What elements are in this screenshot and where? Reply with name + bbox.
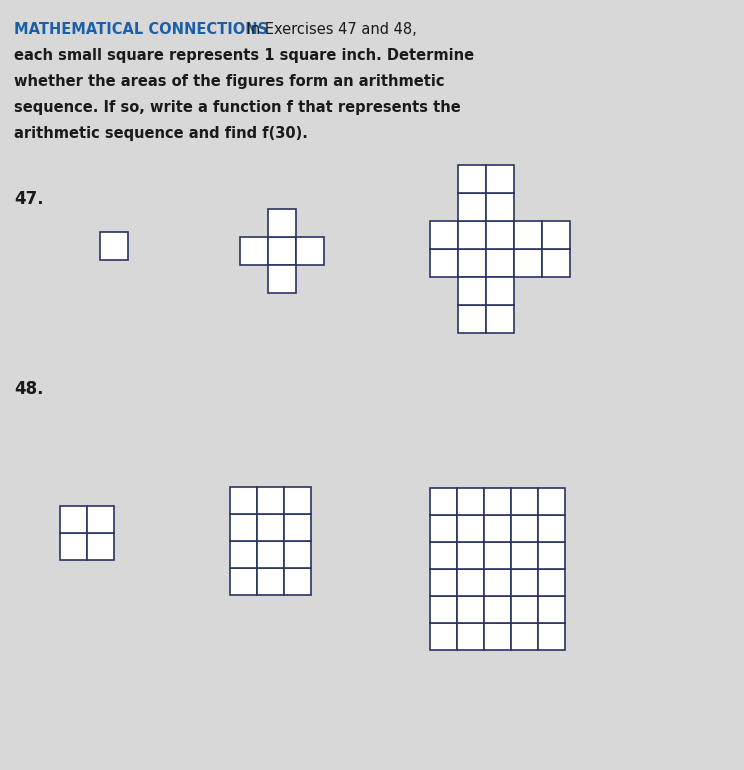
- Bar: [284, 541, 311, 568]
- Bar: [100, 232, 128, 260]
- Bar: [542, 221, 570, 249]
- Bar: [296, 237, 324, 265]
- Bar: [486, 165, 514, 193]
- Bar: [430, 221, 458, 249]
- Bar: [484, 515, 511, 542]
- Text: sequence. If so, write a function f that represents the: sequence. If so, write a function f that…: [14, 100, 461, 115]
- Bar: [284, 568, 311, 595]
- Bar: [240, 237, 268, 265]
- Bar: [430, 515, 457, 542]
- Bar: [538, 488, 565, 515]
- Bar: [511, 569, 538, 596]
- Text: whether the areas of the figures form an arithmetic: whether the areas of the figures form an…: [14, 74, 444, 89]
- Bar: [514, 249, 542, 277]
- Bar: [430, 569, 457, 596]
- Bar: [538, 569, 565, 596]
- Text: MATHEMATICAL CONNECTIONS: MATHEMATICAL CONNECTIONS: [14, 22, 268, 37]
- Bar: [457, 569, 484, 596]
- Text: 48.: 48.: [14, 380, 43, 398]
- Bar: [458, 193, 486, 221]
- Bar: [458, 249, 486, 277]
- Bar: [257, 514, 284, 541]
- Bar: [430, 542, 457, 569]
- Bar: [538, 515, 565, 542]
- Bar: [60, 533, 87, 560]
- Bar: [230, 514, 257, 541]
- Bar: [484, 542, 511, 569]
- Bar: [257, 541, 284, 568]
- Bar: [538, 542, 565, 569]
- Bar: [268, 265, 296, 293]
- Bar: [284, 487, 311, 514]
- Bar: [457, 488, 484, 515]
- Text: arithmetic sequence and find f(30).: arithmetic sequence and find f(30).: [14, 126, 308, 141]
- Bar: [511, 515, 538, 542]
- Bar: [486, 221, 514, 249]
- Text: 47.: 47.: [14, 190, 44, 208]
- Bar: [268, 209, 296, 237]
- Bar: [484, 488, 511, 515]
- Bar: [230, 541, 257, 568]
- Bar: [430, 488, 457, 515]
- Bar: [511, 542, 538, 569]
- Bar: [257, 487, 284, 514]
- Bar: [457, 623, 484, 650]
- Bar: [87, 533, 114, 560]
- Bar: [511, 623, 538, 650]
- Bar: [511, 596, 538, 623]
- Bar: [458, 305, 486, 333]
- Bar: [458, 221, 486, 249]
- Bar: [538, 596, 565, 623]
- Bar: [484, 569, 511, 596]
- Bar: [484, 596, 511, 623]
- Bar: [538, 623, 565, 650]
- Bar: [457, 542, 484, 569]
- Bar: [511, 488, 538, 515]
- Bar: [486, 305, 514, 333]
- Bar: [486, 193, 514, 221]
- Bar: [430, 249, 458, 277]
- Bar: [458, 277, 486, 305]
- Bar: [457, 596, 484, 623]
- Bar: [430, 623, 457, 650]
- Bar: [486, 277, 514, 305]
- Bar: [542, 249, 570, 277]
- Bar: [486, 249, 514, 277]
- Bar: [484, 623, 511, 650]
- Bar: [60, 506, 87, 533]
- Bar: [458, 165, 486, 193]
- Bar: [514, 221, 542, 249]
- Text: each small square represents 1 square inch. Determine: each small square represents 1 square in…: [14, 48, 474, 63]
- Bar: [268, 237, 296, 265]
- Text: In Exercises 47 and 48,: In Exercises 47 and 48,: [242, 22, 417, 37]
- Bar: [230, 487, 257, 514]
- Bar: [457, 515, 484, 542]
- Bar: [230, 568, 257, 595]
- Bar: [257, 568, 284, 595]
- Bar: [430, 596, 457, 623]
- Bar: [87, 506, 114, 533]
- Bar: [284, 514, 311, 541]
